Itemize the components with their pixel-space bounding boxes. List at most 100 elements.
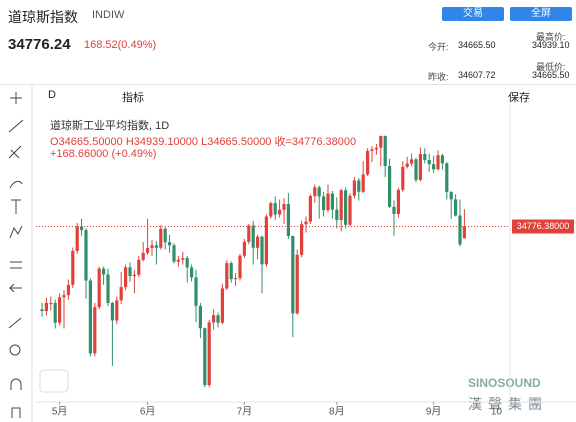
candle-body <box>374 147 378 150</box>
candle-body <box>132 274 136 277</box>
last-price-tag <box>512 219 574 234</box>
index-code: INDIW <box>92 9 125 21</box>
candle-body <box>128 267 132 277</box>
interval[interactable]: D <box>48 89 56 101</box>
logo-button[interactable] <box>39 369 69 393</box>
candle-body <box>80 226 84 231</box>
fullscreen-button[interactable]: 全屏 <box>510 7 572 21</box>
candle-body <box>168 242 172 246</box>
divider <box>0 84 576 85</box>
candle-body <box>339 190 343 220</box>
candle-body <box>383 136 387 167</box>
candle-body <box>234 278 238 280</box>
candle-body <box>344 190 348 225</box>
candle-body <box>198 305 202 329</box>
candle-body <box>212 315 216 323</box>
indicators[interactable]: 指标 <box>122 92 144 104</box>
trade-button[interactable]: 交易 <box>442 7 504 21</box>
candle-body <box>137 259 141 275</box>
candle-body <box>247 225 251 242</box>
save[interactable]: 保存 <box>508 92 530 104</box>
candle-body <box>194 277 198 306</box>
candle-body <box>176 259 180 262</box>
x-tick-label: 7月 <box>237 406 253 418</box>
candle-body <box>436 155 440 170</box>
index-name: 道琼斯指数 <box>8 9 78 25</box>
legend-title: 道琼斯工业平均指数, 1D <box>50 120 170 132</box>
candle-body <box>66 284 70 296</box>
candle-body <box>361 174 365 192</box>
candle-body <box>330 193 334 210</box>
candle-body <box>396 189 400 214</box>
candle-body <box>449 192 453 200</box>
candle-body <box>115 300 119 321</box>
candle-body <box>440 155 444 164</box>
legend-ohlc: O34665.50000 H34939.10000 L34665.50000 收… <box>50 136 357 148</box>
candle-body <box>71 250 75 285</box>
candle-body <box>414 159 418 180</box>
candle-body <box>119 287 123 301</box>
candle-body <box>49 302 53 304</box>
stat-label: 今开: <box>428 42 449 52</box>
x-tick-label: 5月 <box>52 406 68 418</box>
candle-body <box>282 204 286 210</box>
candle-body <box>216 315 220 323</box>
candle-body <box>44 302 48 312</box>
candle-body <box>392 206 396 214</box>
candle-body <box>264 216 268 265</box>
candle-body <box>141 252 145 260</box>
candle-body <box>256 236 260 248</box>
candle-body <box>401 166 405 190</box>
candle-body <box>370 149 374 151</box>
candle-body <box>348 195 352 225</box>
candle-body <box>295 254 299 314</box>
candle-body <box>88 280 92 354</box>
candle-body <box>286 204 290 237</box>
candle-body <box>124 267 128 288</box>
candle-body <box>291 236 295 314</box>
stat-label: 昨收: <box>428 72 449 82</box>
stat-value: 34607.72 <box>458 70 496 80</box>
last-price-label: 34776.38000 <box>517 221 570 231</box>
candle-body <box>154 245 158 248</box>
candle-body <box>150 245 154 248</box>
candle-body <box>62 295 66 298</box>
candle-body <box>102 268 106 275</box>
candle-body <box>273 203 277 215</box>
candle-body <box>278 209 282 215</box>
candle-body <box>410 159 414 164</box>
candle-body <box>308 196 312 222</box>
x-tick-label: 10 <box>491 407 503 418</box>
candle-body <box>75 226 79 251</box>
candle-body <box>462 226 466 239</box>
candle-body <box>388 166 392 207</box>
candle-body <box>405 163 409 167</box>
candle-body <box>84 230 88 281</box>
candle-body <box>418 154 422 180</box>
x-tick-label: 6月 <box>140 406 156 418</box>
candle-body <box>317 187 321 197</box>
candle-body <box>326 193 330 211</box>
price-change: 168.52(0.49%) <box>84 39 157 51</box>
candle-body <box>163 228 167 243</box>
candle-body <box>146 248 150 253</box>
candle-body <box>58 297 62 323</box>
candle-body <box>251 225 255 248</box>
candle-body <box>225 263 229 289</box>
candle-body <box>379 136 383 148</box>
candle-body <box>106 274 110 303</box>
candle-body <box>454 199 458 216</box>
candle-body <box>335 209 339 220</box>
candle-body <box>242 241 246 256</box>
candle-body <box>427 160 431 165</box>
candle-body <box>260 236 264 265</box>
candle-body <box>110 302 114 321</box>
candle-body <box>269 203 273 217</box>
candle-body <box>190 267 194 278</box>
candle-body <box>97 268 101 308</box>
candle-body <box>229 263 233 280</box>
stat-label: 最高价: <box>536 32 566 42</box>
candle-body <box>445 163 449 192</box>
